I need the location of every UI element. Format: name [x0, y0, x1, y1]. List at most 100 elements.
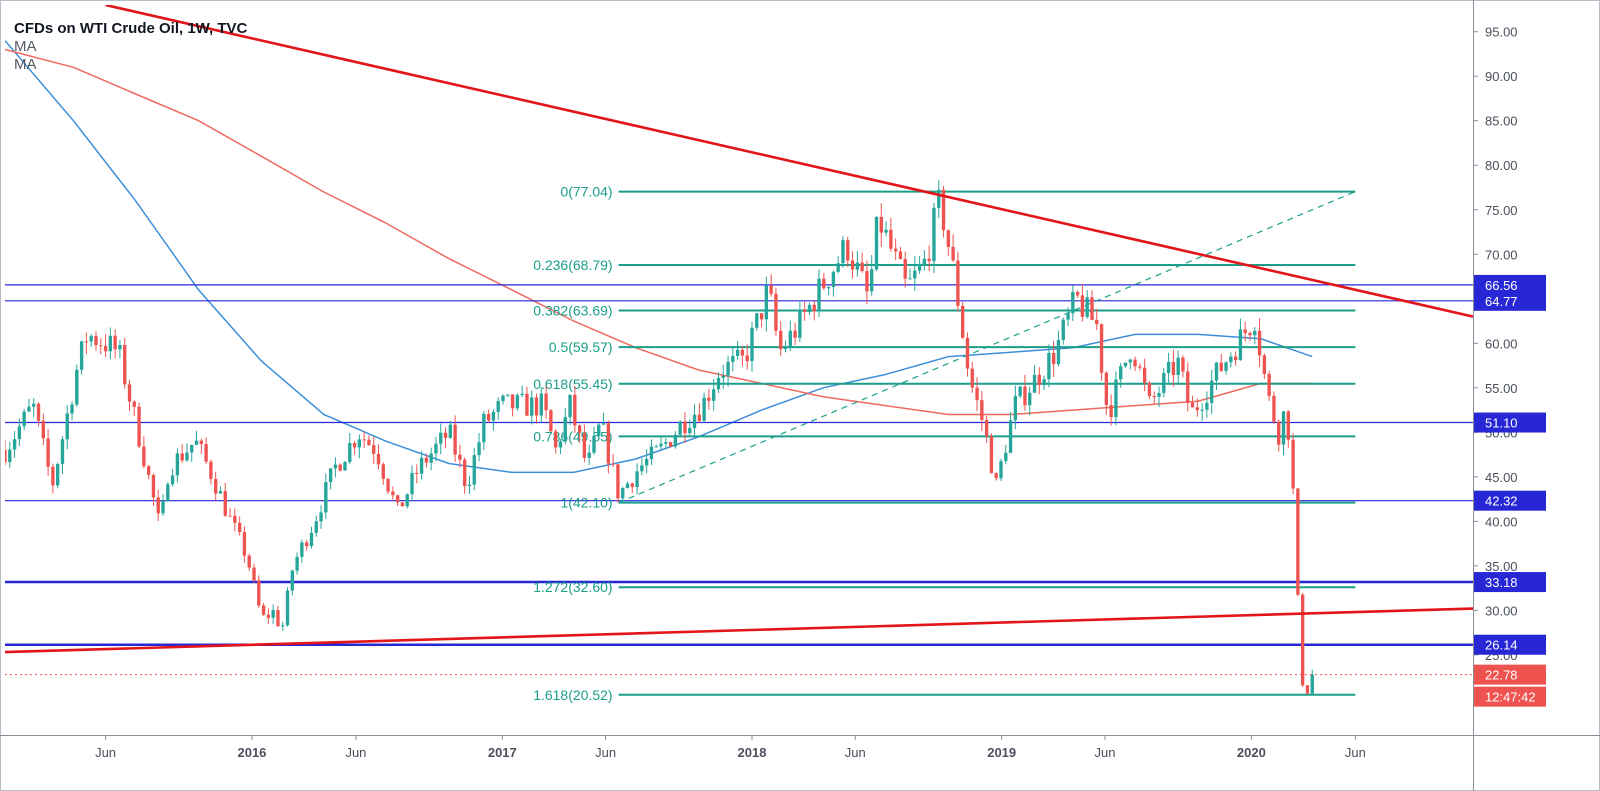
candle-down: [549, 410, 553, 432]
candle-up: [405, 494, 409, 507]
svg-text:12:47:42: 12:47:42: [1485, 690, 1536, 705]
x-tick-label: 2019: [987, 745, 1016, 760]
candle-down: [582, 433, 587, 458]
candle-down: [510, 394, 515, 409]
x-tick-label: 2018: [738, 745, 767, 760]
candle-up: [477, 442, 481, 456]
candle-up: [309, 532, 314, 547]
candle-down: [142, 446, 146, 467]
candle-down: [683, 421, 687, 434]
candle-up: [1210, 380, 1214, 403]
trend-line: [105, 5, 1473, 318]
x-tick-label: Jun: [95, 745, 116, 760]
candle-up: [908, 278, 912, 280]
candle-down: [1037, 374, 1041, 385]
candle-up: [1310, 674, 1314, 694]
candle-down: [1104, 372, 1109, 406]
candle-down: [1090, 297, 1094, 320]
candle-up: [735, 349, 740, 356]
candle-down: [611, 463, 615, 465]
candle-up: [673, 434, 678, 447]
candle-up: [55, 463, 60, 486]
candle-down: [1267, 373, 1271, 396]
candle-up: [448, 424, 453, 438]
candle-up: [807, 304, 812, 312]
candle-down: [903, 259, 907, 279]
ma-red-legend[interactable]: MA: [14, 56, 37, 73]
svg-text:33.18: 33.18: [1485, 575, 1518, 590]
candle-down: [697, 414, 702, 421]
candle-down: [965, 337, 970, 369]
x-tick-label: Jun: [595, 745, 616, 760]
candle-down: [486, 413, 491, 421]
candle-up: [999, 461, 1003, 479]
fib-level-label: 1.618(20.52): [533, 687, 612, 703]
candle-up: [65, 413, 69, 440]
candle-up: [563, 417, 567, 442]
candle-down: [1257, 330, 1262, 356]
y-tick-label: 95.00: [1485, 25, 1518, 40]
candle-up: [826, 287, 831, 289]
candle-down: [424, 457, 429, 463]
fib-level-label: 0.786(49.55): [533, 428, 612, 444]
candle-down: [146, 466, 151, 475]
svg-text:22.78: 22.78: [1485, 668, 1518, 683]
candle-up: [1085, 297, 1089, 317]
candle-down: [400, 502, 405, 507]
candle-up: [1229, 356, 1233, 363]
candle-up: [496, 401, 500, 412]
candle-down: [1305, 685, 1310, 694]
svg-text:26.14: 26.14: [1485, 638, 1518, 653]
candle-down: [415, 472, 419, 474]
price-badge-64-77: 64.77: [1474, 290, 1546, 311]
candle-down: [779, 330, 783, 350]
candle-up: [1200, 409, 1204, 411]
candle-down: [970, 368, 974, 388]
candle-down: [266, 614, 271, 618]
candle-up: [587, 452, 591, 458]
candle-down: [209, 461, 213, 480]
candle-up: [649, 446, 654, 459]
candle-down: [1300, 594, 1305, 686]
candle-up: [1071, 291, 1075, 314]
y-tick-label: 60.00: [1485, 336, 1518, 351]
candle-down: [372, 445, 376, 454]
candle-down: [261, 605, 266, 615]
candle-up: [8, 449, 12, 463]
price-badge-51-10: 51.10: [1474, 412, 1546, 433]
candle-down: [386, 478, 390, 492]
candle-down: [984, 419, 989, 437]
candle-up: [855, 262, 860, 270]
candle-up: [357, 439, 362, 448]
candle-down: [606, 423, 611, 464]
candle-down: [860, 262, 864, 272]
last-price-badge: 22.78: [1474, 664, 1546, 685]
candle-up: [467, 484, 472, 487]
candle-down: [338, 464, 342, 471]
candle-down: [544, 393, 548, 411]
candle-up: [884, 229, 888, 233]
candle-up: [750, 327, 754, 362]
candle-down: [156, 497, 160, 514]
candle-down: [994, 473, 998, 479]
candle-up: [937, 189, 941, 208]
y-tick-label: 55.00: [1485, 381, 1518, 396]
candle-up: [1162, 373, 1166, 393]
ma-blue-legend[interactable]: MA: [14, 38, 37, 55]
candle-down: [113, 335, 117, 350]
candle-up: [726, 361, 730, 376]
candle-down: [1152, 396, 1156, 398]
candle-up: [1253, 330, 1257, 336]
candle-up: [60, 439, 65, 464]
candle-up: [79, 341, 84, 370]
candle-down: [84, 341, 89, 343]
fib-level-label: 0(77.04): [560, 184, 612, 200]
candle-up: [185, 452, 189, 461]
candle-down: [980, 400, 984, 420]
candle-down: [1277, 421, 1281, 445]
candle-up: [874, 216, 879, 270]
candle-up: [913, 270, 917, 279]
candle-up: [841, 240, 845, 264]
x-tick-label: 2016: [237, 745, 266, 760]
